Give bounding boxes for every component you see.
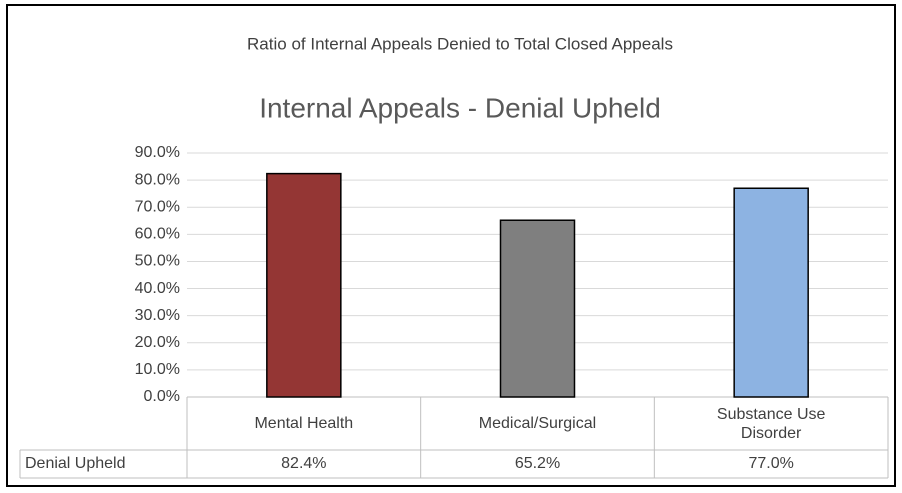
y-tick-label: 20.0%: [135, 334, 180, 351]
bar: [733, 187, 809, 398]
bar: [499, 219, 576, 398]
y-tick-label: 10.0%: [135, 361, 180, 378]
category: Mental Health: [254, 415, 354, 432]
y-tick-label: 90.0%: [135, 144, 180, 161]
legend-label: Denial Upheld: [25, 455, 126, 472]
category: Substance Use Disorder: [716, 405, 826, 442]
bar: [266, 172, 342, 398]
value-label: 82.4%: [281, 455, 326, 472]
value-label: 77.0%: [748, 455, 793, 472]
x-tick-label: Medical/Surgical: [421, 397, 655, 450]
x-tick-label: Mental Health: [187, 397, 421, 450]
chart-title: Internal Appeals - Denial Upheld: [259, 92, 661, 123]
y-tick-label: 0.0%: [144, 388, 180, 405]
category: Medical/Surgical: [478, 415, 597, 432]
y-tick-label: 50.0%: [135, 253, 180, 270]
x-tick-label: Substance Use Disorder: [654, 397, 888, 450]
y-tick-label: 40.0%: [135, 280, 180, 297]
y-tick-label: 80.0%: [135, 171, 180, 188]
y-tick-label: 70.0%: [135, 198, 180, 215]
header: Ratio of Internal Appeals Denied to Tota…: [247, 34, 673, 53]
value-label: 65.2%: [515, 455, 560, 472]
y-tick-label: 30.0%: [135, 307, 180, 324]
y-tick-label: 60.0%: [135, 226, 180, 243]
